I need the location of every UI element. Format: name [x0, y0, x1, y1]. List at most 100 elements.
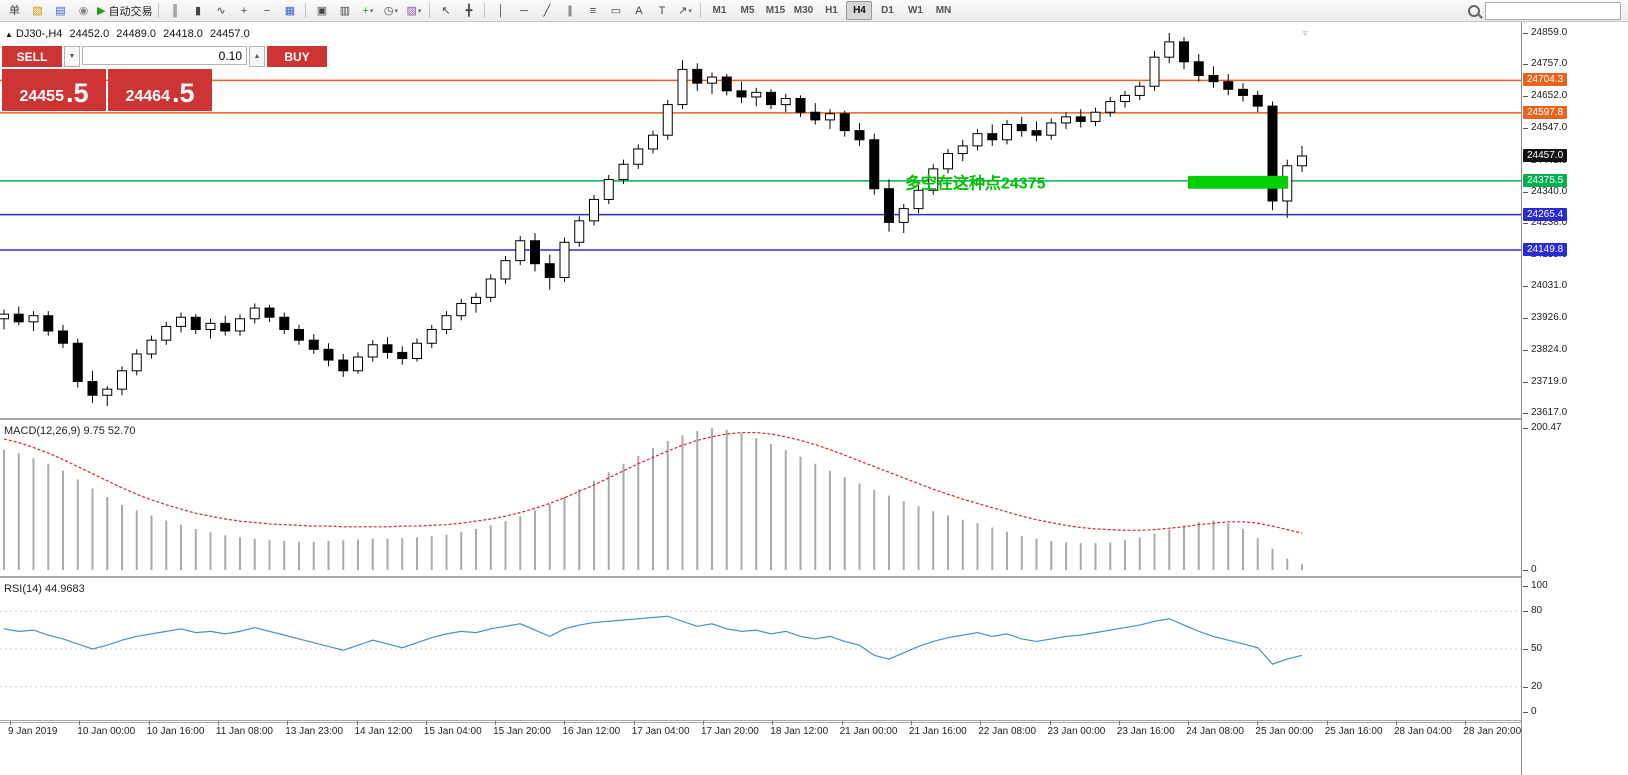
zoom-out-button[interactable]: − [255, 2, 278, 20]
macd-indicator-pane[interactable] [0, 420, 1521, 576]
candle-body [471, 296, 481, 304]
sell-price-display[interactable]: 24455.5 [2, 69, 106, 111]
time-tick-label: 22 Jan 08:00 [978, 721, 1037, 737]
candle-body [972, 133, 983, 147]
fibonacci-tool-button[interactable]: ≡ [581, 2, 604, 20]
candle-body [913, 189, 924, 210]
line-chart-mode-button[interactable]: ∿ [209, 2, 232, 20]
bar-chart-mode-button[interactable]: ║ [163, 2, 186, 20]
candle-body [441, 315, 452, 330]
candle-body [751, 91, 762, 98]
chart-profiles-button[interactable]: ▧ [26, 2, 49, 20]
buy-price-display[interactable]: 24464.5 [108, 69, 212, 111]
candle-body [500, 260, 511, 280]
time-tick-label: 15 Jan 04:00 [423, 721, 482, 737]
timeframe-m5-button[interactable]: M5 [740, 5, 755, 16]
chevron-up-icon: ▲ [253, 53, 261, 60]
timeframe-h4-button[interactable]: H4 [846, 1, 873, 20]
timeframe-m30-button[interactable]: M30 [793, 5, 814, 16]
auto-trading-button[interactable]: ▶ 自动交易 [95, 2, 154, 20]
volume-up-button[interactable]: ▲ [249, 46, 265, 67]
sell-price-main: 24455 [19, 88, 64, 105]
candle-body [544, 263, 555, 278]
chart-annotation-text[interactable]: 多空在这种点24375 [905, 174, 1046, 193]
templates-button[interactable]: ▨ ▾ [402, 2, 425, 20]
shapes-tool-button[interactable]: ▭ [604, 2, 627, 20]
zoom-in-icon: + [240, 4, 248, 17]
toolbar-separator [305, 3, 307, 18]
candlestick-mode-icon: ▮ [194, 4, 201, 17]
cascade-windows-button[interactable]: ▥ [333, 2, 356, 20]
candle-body [648, 134, 658, 150]
toolbar-separator [700, 3, 702, 18]
price-tick: 24757.0 [1522, 58, 1568, 70]
rsi-indicator-pane[interactable] [0, 578, 1521, 720]
text-tool-button[interactable]: A [627, 2, 650, 20]
current-price-badge: 24457.0 [1523, 148, 1568, 162]
pane-separator[interactable] [0, 576, 1628, 578]
timeframe-m15-button[interactable]: M15 [765, 5, 786, 16]
arrange-windows-button[interactable]: ▣ [310, 2, 333, 20]
new-order-button[interactable]: 单 [3, 2, 26, 20]
volume-input[interactable] [82, 46, 247, 65]
pane-separator[interactable] [0, 418, 1628, 420]
candle-body [795, 97, 806, 113]
zoom-in-button[interactable]: + [232, 2, 255, 20]
price-level-badge: 24265.4 [1523, 207, 1568, 221]
label-tool-button[interactable]: T [650, 2, 673, 20]
time-tick-label: 28 Jan 20:00 [1463, 721, 1522, 737]
periods-button[interactable]: ◷ ▾ [379, 2, 402, 20]
timeframe-d1-button[interactable]: D1 [881, 5, 894, 16]
candle-body [810, 111, 821, 121]
candle-body [1016, 123, 1027, 132]
macd-tick: 200.47 [1523, 422, 1562, 433]
chart-window[interactable]: 多空在这种点24375 ▲ DJ30-,H4 24452.0 24489.0 24… [0, 22, 1628, 775]
candle-body [456, 302, 467, 317]
market-watch-button[interactable]: ▤ [49, 2, 72, 20]
price-axis[interactable]: 24859.024757.024652.024547.024442.024340… [1521, 22, 1628, 775]
bar-chart-mode-icon: ║ [171, 4, 179, 17]
bar-high-value: 24489.0 [116, 28, 157, 40]
tile-windows-button[interactable]: ▦ [278, 2, 301, 20]
sell-button[interactable]: SELL [2, 46, 62, 67]
candle-body [338, 359, 349, 372]
horizontal-line-tool-button[interactable]: ─ [512, 2, 535, 20]
time-tick-label: 23 Jan 00:00 [1047, 721, 1106, 737]
time-tick-label: 17 Jan 04:00 [631, 721, 690, 737]
trendline-tool-button[interactable]: ╱ [535, 2, 558, 20]
timeframe-m1-button[interactable]: M1 [712, 5, 727, 16]
price-tick: 24031.0 [1522, 280, 1568, 292]
navigator-button[interactable]: ◉ [72, 2, 95, 20]
indicators-button[interactable]: + ▾ [356, 2, 379, 20]
timeframe-mn-button[interactable]: MN [935, 5, 952, 16]
vertical-line-tool-button[interactable]: │ [489, 2, 512, 20]
timeframe-w1-button[interactable]: W1 [907, 5, 923, 16]
sell-price-pips: .5 [65, 78, 89, 108]
bar-close-value: 24457.0 [209, 28, 250, 40]
price-tick: 23719.0 [1522, 375, 1568, 387]
arrows-tool-button[interactable]: ↗ ▾ [673, 2, 696, 20]
highlight-rectangle[interactable] [1188, 175, 1288, 189]
text-tool-icon: A [635, 4, 643, 17]
volume-dropdown-button[interactable]: ▼ [64, 46, 80, 67]
candlestick-mode-button[interactable]: ▮ [186, 2, 209, 20]
time-tick-label: 25 Jan 00:00 [1255, 721, 1314, 737]
chart-shift-marker[interactable]: ▿ [1303, 28, 1308, 38]
buy-button[interactable]: BUY [267, 46, 327, 67]
cursor-tool-button[interactable]: ↖ [434, 2, 457, 20]
main-price-chart[interactable]: 多空在这种点24375 [0, 22, 1521, 418]
candle-body [176, 316, 186, 327]
candle-body [58, 330, 68, 344]
price-tick: 23926.0 [1522, 312, 1568, 324]
candle-body [426, 328, 437, 344]
time-tick-label: 21 Jan 00:00 [839, 721, 898, 737]
crosshair-tool-button[interactable]: ╋ [457, 2, 480, 20]
candle-body [603, 179, 614, 200]
candle-body [928, 168, 939, 191]
candle-body [249, 307, 260, 320]
timeframe-h1-button[interactable]: H1 [825, 5, 838, 16]
channel-tool-button[interactable]: ∥ [558, 2, 581, 20]
candle-body [87, 380, 98, 396]
line-chart-mode-icon: ∿ [216, 4, 226, 17]
search-input[interactable] [1485, 1, 1621, 20]
